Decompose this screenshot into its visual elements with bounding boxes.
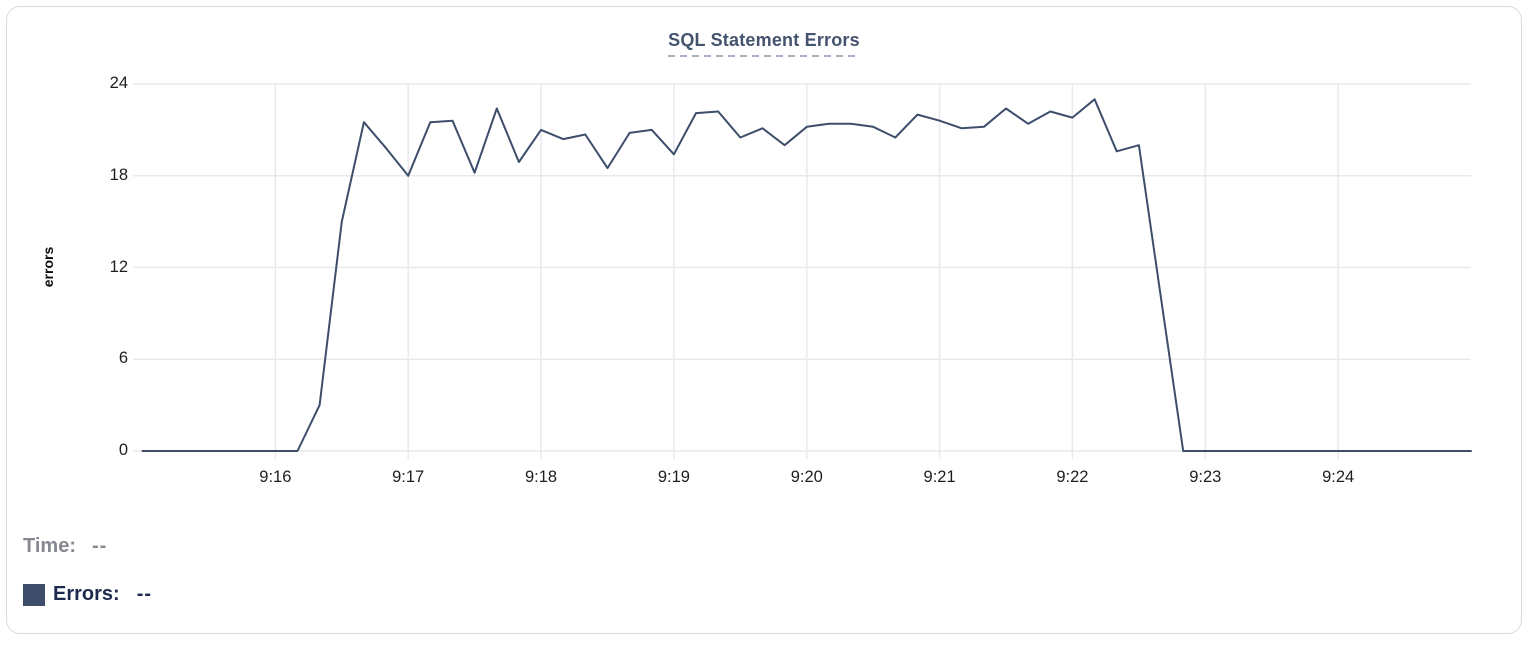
- y-tick-label: 18: [109, 165, 128, 184]
- vertical-gridlines: [274, 84, 1339, 459]
- legend-errors-value: --: [136, 583, 153, 605]
- x-tick-label: 9:16: [259, 468, 292, 486]
- horizontal-gridlines: [133, 83, 1471, 452]
- errors-series-line: [141, 98, 1472, 452]
- y-tick-label: 0: [118, 441, 128, 459]
- x-tick-label: 9:21: [923, 468, 956, 486]
- x-tick-label: 9:24: [1322, 468, 1355, 486]
- x-tick-label: 9:18: [524, 468, 558, 486]
- x-tick-label: 9:17: [392, 468, 425, 486]
- x-tick-label: 9:22: [1056, 468, 1089, 486]
- y-axis-label: errors: [40, 246, 56, 288]
- legend-time-row: Time: --: [23, 535, 107, 558]
- x-tick-label: 9:23: [1189, 468, 1222, 486]
- legend-errors-label: Errors:: [53, 583, 120, 605]
- legend-errors-row: Errors: --: [23, 583, 152, 606]
- chart-title[interactable]: SQL Statement Errors: [668, 30, 860, 57]
- y-tick-label: 12: [109, 257, 128, 276]
- legend-time-value: --: [91, 535, 108, 557]
- chart-plot-area[interactable]: [142, 84, 1471, 452]
- errors-series-swatch-icon: [23, 583, 45, 606]
- chart-title-wrap: SQL Statement Errors: [0, 30, 1528, 57]
- legend-time-label: Time:: [23, 535, 76, 557]
- y-tick-label: 6: [118, 349, 128, 368]
- y-tick-label: 24: [109, 74, 128, 92]
- x-tick-label: 9:19: [657, 468, 690, 486]
- x-tick-label: 9:20: [790, 468, 823, 486]
- chart-card: [6, 6, 1522, 634]
